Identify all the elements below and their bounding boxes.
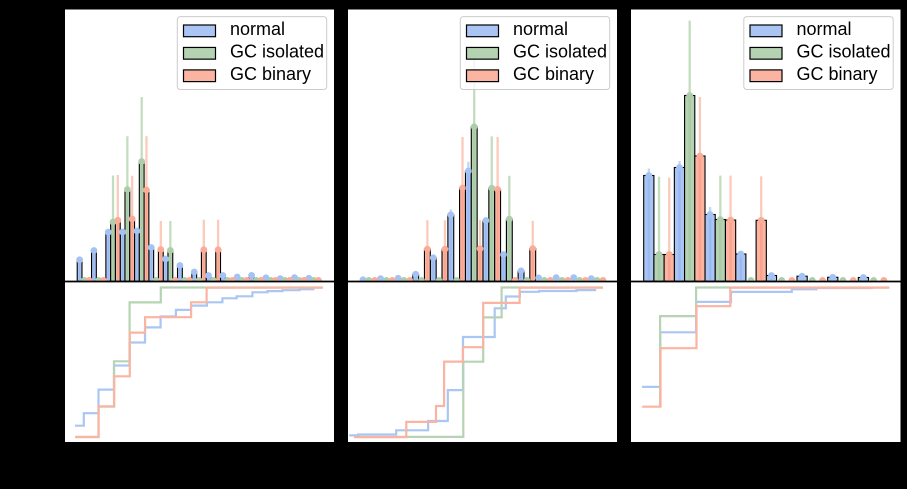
svg-text:normal: normal — [230, 19, 285, 39]
svg-text:GC isolated: GC isolated — [513, 42, 607, 62]
svg-text:GC isolated: GC isolated — [797, 42, 891, 62]
svg-text:normal: normal — [513, 19, 568, 39]
svg-text:normal: normal — [797, 19, 852, 39]
svg-text:GC binary: GC binary — [797, 64, 878, 84]
svg-text:GC binary: GC binary — [513, 64, 594, 84]
svg-text:GC isolated: GC isolated — [230, 42, 324, 62]
svg-text:GC binary: GC binary — [230, 64, 311, 84]
